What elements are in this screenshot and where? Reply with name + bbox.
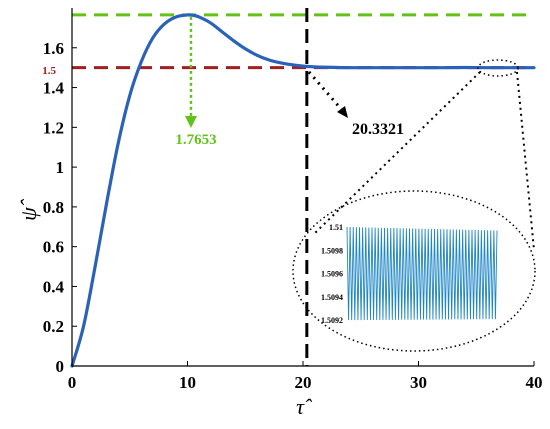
inset-y-tick-label-1: 1.5094 — [321, 293, 343, 302]
inset-tick-labels: 1.5092 1.5094 1.5096 1.5098 1.51 — [321, 223, 343, 325]
y-tick-label-5: 1 — [56, 158, 65, 177]
settle-arrow-head — [337, 106, 348, 118]
y-tick-label-3: 0.6 — [43, 238, 64, 257]
zoom-region-marker — [477, 59, 519, 77]
y-tick-label-2: 0.4 — [43, 277, 65, 296]
zoom-connector-left — [313, 71, 481, 235]
peak-value-label: 1.7653 — [175, 132, 216, 148]
inset-series-line — [346, 226, 498, 321]
setpoint-label: 1.5 — [42, 65, 56, 77]
inset-y-tick-label-0: 1.5092 — [321, 316, 343, 325]
settle-arrow-shaft — [307, 71, 344, 111]
inset-y-tick-label-2: 1.5096 — [321, 270, 343, 279]
x-axis-label: τ̂ — [296, 394, 313, 419]
y-tick-label-8: 1.6 — [43, 39, 64, 58]
peak-arrow-head — [184, 116, 197, 128]
y-tick-label-7: 1.4 — [43, 79, 65, 98]
zoom-connector-right — [516, 71, 535, 251]
y-tick-label-6: 1.2 — [43, 118, 64, 137]
series-line-0 — [70, 13, 536, 368]
x-tick-label-0: 0 — [68, 373, 77, 392]
settle-time-label: 20.3321 — [352, 121, 404, 138]
x-tick-label-4: 40 — [526, 373, 543, 392]
inset-y-tick-label-3: 1.5098 — [321, 246, 343, 255]
x-tick-label-2: 20 — [295, 373, 312, 392]
series-layer — [70, 13, 536, 368]
zoom-inset: 1.5092 1.5094 1.5096 1.5098 1.51 — [292, 59, 536, 352]
x-tick-label-3: 30 — [410, 373, 427, 392]
annotations: 1.5 1.7653 20.3321 — [42, 16, 404, 148]
inset-y-tick-label-4: 1.51 — [329, 223, 343, 232]
x-tick-label-1: 10 — [179, 373, 196, 392]
y-axis-label: ψ̂ — [16, 198, 41, 221]
tick-labels: 0 10 20 30 40 0 0.2 0.4 0.6 0.8 1 1.2 1.4 1.6 — [43, 39, 543, 392]
y-tick-label-4: 0.8 — [43, 198, 64, 217]
inset-ellipse — [292, 190, 536, 352]
y-tick-label-0: 0 — [56, 357, 65, 376]
y-tick-label-1: 0.2 — [43, 317, 64, 336]
inset-plot — [346, 226, 498, 321]
